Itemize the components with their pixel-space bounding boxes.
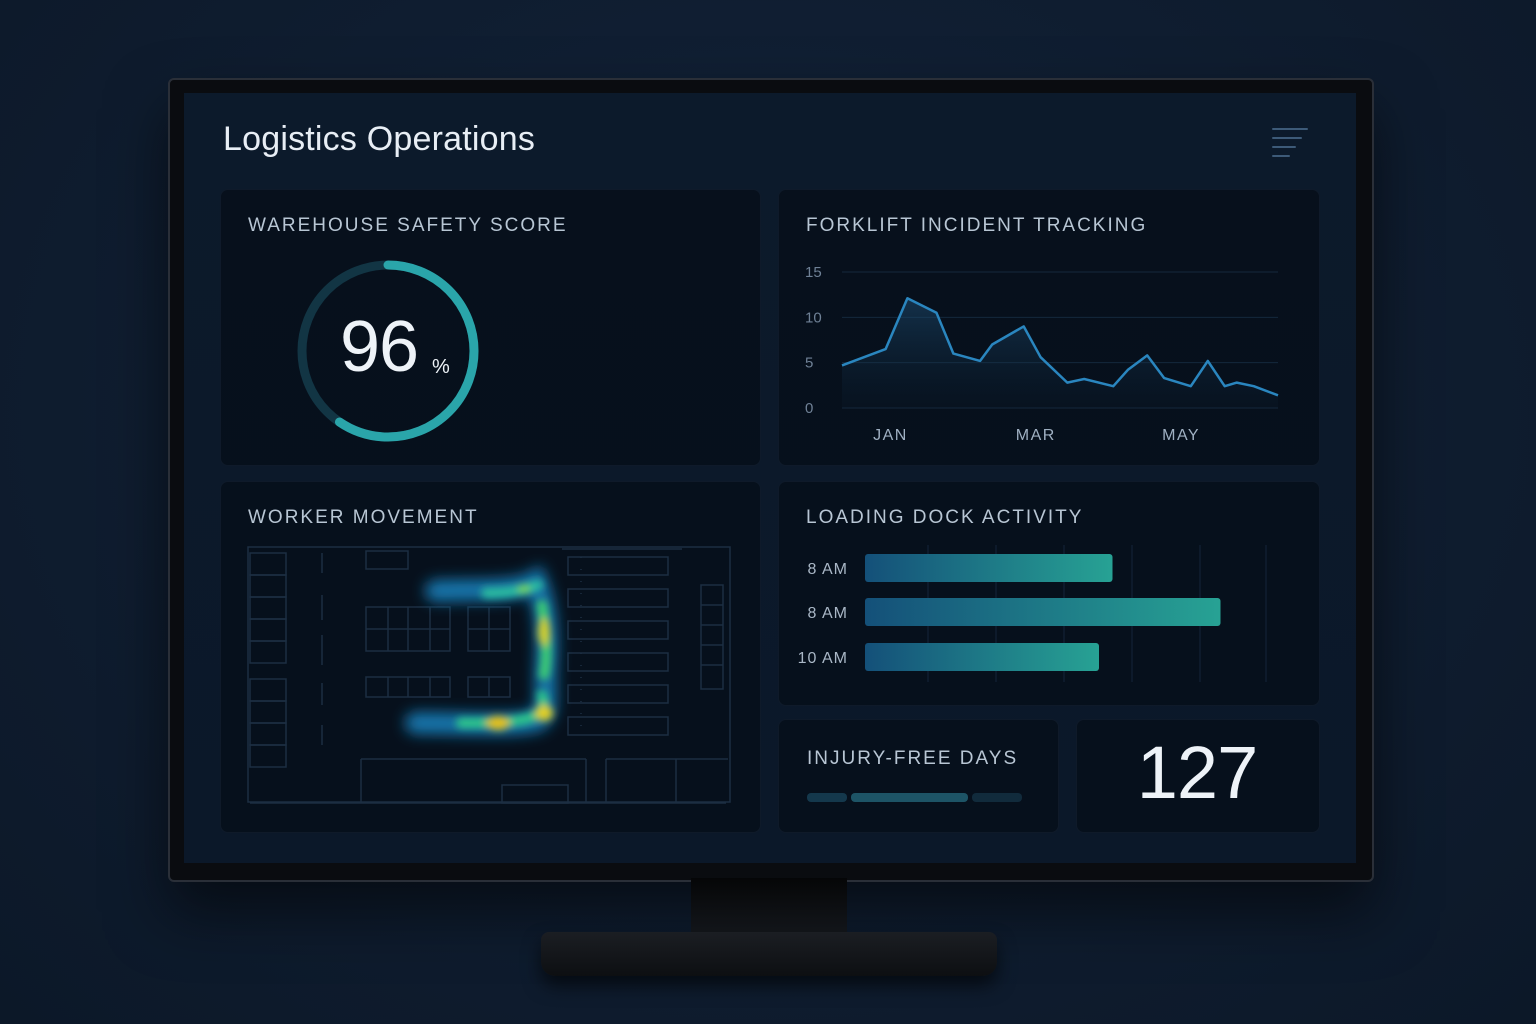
monitor-stand-base <box>541 932 997 976</box>
monitor-stand-neck <box>691 878 847 936</box>
forklift-incident-card: FORKLIFT INCIDENT TRACKING <box>778 189 1320 466</box>
injury-free-count: 127 <box>1136 731 1258 814</box>
worker-movement-card: WORKER MOVEMENT <box>220 481 761 833</box>
indicator-segment <box>972 793 1022 802</box>
y-tick-label: 5 <box>805 355 813 372</box>
dock-activity-bar <box>865 554 1113 582</box>
x-tick-label: JAN <box>873 427 908 444</box>
incident-series-line <box>841 297 1279 397</box>
floor-plan-lines <box>247 546 731 804</box>
forklift-incident-title: FORKLIFT INCIDENT TRACKING <box>806 215 1148 236</box>
loading-dock-card: LOADING DOCK ACTIVITY <box>778 481 1320 706</box>
indicator-segment <box>851 793 968 802</box>
heatmap-trail <box>405 565 558 736</box>
worker-movement-heatmap <box>247 546 731 804</box>
safety-score-value: 96 <box>340 307 419 387</box>
safety-score-card: WAREHOUSE SAFETY SCORE <box>220 189 761 466</box>
gauge-progress-arc <box>297 260 479 442</box>
bar-category-label: 10 AM <box>798 650 848 667</box>
injury-free-count-card <box>1076 719 1320 833</box>
injury-free-indicator <box>807 793 1023 803</box>
bar-category-label: 8 AM <box>808 561 848 578</box>
indicator-segment <box>807 793 847 802</box>
injury-free-title: INJURY-FREE DAYS <box>807 748 1019 769</box>
safety-score-gauge <box>297 260 479 442</box>
x-tick-label: MAR <box>1016 427 1056 444</box>
worker-movement-title: WORKER MOVEMENT <box>248 507 479 528</box>
y-tick-label: 10 <box>805 309 822 326</box>
heatmap-hotspots <box>456 580 553 730</box>
dock-activity-bar <box>865 598 1221 626</box>
page-title: Logistics Operations <box>223 120 536 158</box>
injury-free-card: INJURY-FREE DAYS <box>778 719 1059 833</box>
forklift-incident-chart: 15 10 5 0 JAN MAR MAY <box>805 264 1279 444</box>
loading-dock-title: LOADING DOCK ACTIVITY <box>806 507 1084 528</box>
incident-area-fill <box>842 298 1278 408</box>
loading-dock-chart: 8 AM 8 AM 10 AM <box>798 545 1267 682</box>
y-tick-label: 0 <box>805 400 813 417</box>
x-tick-label: MAY <box>1162 427 1200 444</box>
hamburger-menu-icon[interactable] <box>1272 128 1312 157</box>
dock-activity-bar <box>865 643 1099 671</box>
bar-category-label: 8 AM <box>808 605 848 622</box>
safety-score-title: WAREHOUSE SAFETY SCORE <box>248 215 568 236</box>
safety-score-unit: % <box>432 356 450 378</box>
y-tick-label: 15 <box>805 264 822 281</box>
